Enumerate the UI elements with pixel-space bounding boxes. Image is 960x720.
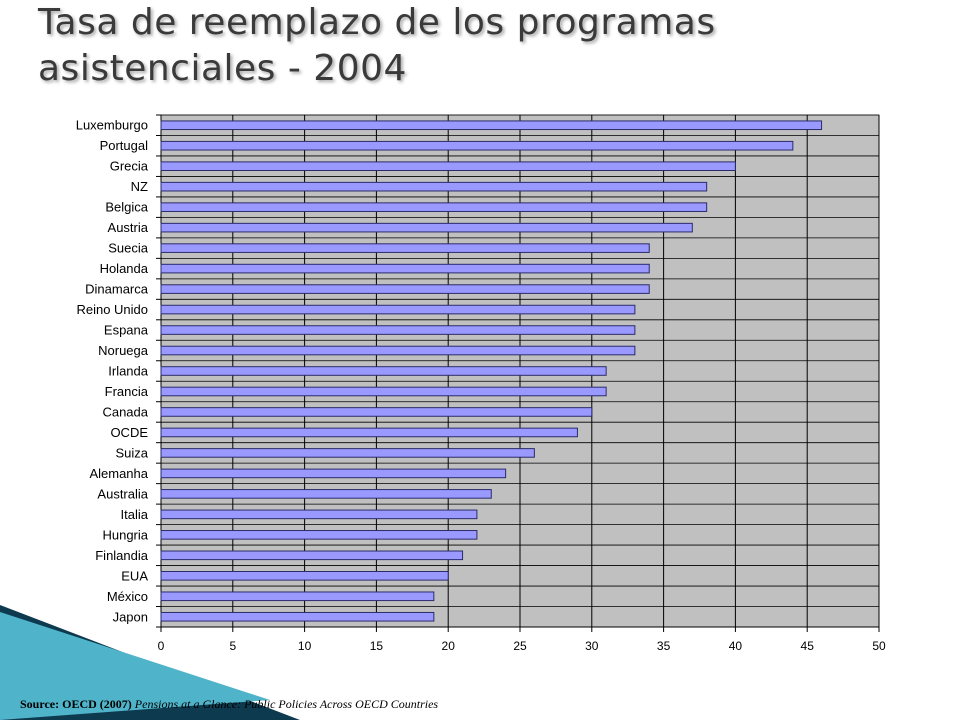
category-label: NZ bbox=[131, 179, 148, 194]
bars bbox=[160, 120, 823, 622]
bar bbox=[160, 366, 607, 376]
category-label: Luxemburgo bbox=[76, 118, 148, 133]
x-tick-labels: 0 5 10 15 20 25 30 35 40 45 50 bbox=[158, 639, 886, 653]
category-label: Irlanda bbox=[108, 364, 149, 379]
bar bbox=[160, 550, 464, 561]
category-label: EUA bbox=[121, 568, 148, 583]
bar bbox=[160, 284, 650, 294]
category-label: Holanda bbox=[100, 261, 149, 276]
bar bbox=[160, 570, 449, 581]
category-label: Reino Unido bbox=[76, 302, 148, 317]
category-label: Dinamarca bbox=[85, 282, 149, 297]
source-title: Pensions at a Glance: Public Policies Ac… bbox=[134, 697, 439, 711]
category-label: Belgica bbox=[105, 200, 148, 215]
wedge-light bbox=[0, 612, 270, 720]
x-tick-label: 5 bbox=[229, 639, 236, 653]
bar bbox=[160, 304, 636, 315]
x-tick-label: 0 bbox=[158, 639, 165, 653]
x-tick-label: 50 bbox=[872, 639, 886, 653]
x-tick-label: 15 bbox=[370, 639, 384, 653]
x-tick-label: 25 bbox=[513, 639, 527, 653]
category-label: Suiza bbox=[115, 445, 148, 460]
x-tick-label: 30 bbox=[585, 639, 599, 653]
category-label: Portugal bbox=[100, 138, 149, 153]
bar bbox=[160, 591, 435, 602]
category-label: Hungria bbox=[102, 527, 148, 542]
bar bbox=[160, 263, 650, 274]
category-label: Japon bbox=[113, 609, 148, 624]
source-note: Source: OECD (2007) Pensions at a Glance… bbox=[20, 697, 438, 712]
category-labels: Luxemburgo Portugal Grecia NZ Belgica Austria… bbox=[76, 118, 149, 625]
category-label: Australia bbox=[97, 486, 148, 501]
bar bbox=[160, 489, 492, 499]
category-label: Austria bbox=[108, 220, 149, 235]
bar bbox=[160, 448, 535, 458]
category-label: Alemanha bbox=[89, 466, 148, 481]
x-tick-label: 45 bbox=[801, 639, 815, 653]
x-tick-label: 10 bbox=[298, 639, 312, 653]
category-label: Grecia bbox=[110, 159, 149, 174]
category-label: Italia bbox=[121, 507, 149, 522]
category-label: Suecia bbox=[108, 241, 149, 256]
bar bbox=[160, 509, 478, 520]
bar bbox=[160, 611, 435, 622]
bar bbox=[160, 140, 794, 151]
decorative-wedge bbox=[0, 605, 300, 720]
category-label: Francia bbox=[105, 384, 149, 399]
gridlines bbox=[156, 114, 880, 632]
bar bbox=[160, 120, 823, 131]
category-label: Espana bbox=[104, 323, 149, 338]
bar bbox=[160, 386, 607, 397]
slide-title: Tasa de reemplazo de los programas asist… bbox=[38, 2, 716, 89]
bar bbox=[160, 468, 507, 479]
category-label: Finlandia bbox=[95, 548, 149, 563]
bar bbox=[160, 161, 736, 172]
bar bbox=[160, 202, 708, 212]
x-tick-label: 20 bbox=[442, 639, 456, 653]
bar bbox=[160, 181, 708, 192]
x-tick-label: 40 bbox=[729, 639, 743, 653]
category-label: Noruega bbox=[98, 343, 149, 358]
bar bbox=[160, 427, 578, 438]
category-label: Canada bbox=[102, 404, 148, 419]
bar bbox=[160, 222, 693, 233]
bar bbox=[160, 345, 636, 356]
category-label: OCDE bbox=[110, 425, 148, 440]
bar bbox=[160, 325, 636, 335]
category-label: México bbox=[107, 589, 148, 604]
bar bbox=[160, 407, 593, 417]
bar bbox=[160, 243, 650, 253]
source-prefix: Source: OECD (2007) bbox=[20, 697, 132, 711]
bar bbox=[160, 530, 478, 540]
x-tick-label: 35 bbox=[657, 639, 671, 653]
